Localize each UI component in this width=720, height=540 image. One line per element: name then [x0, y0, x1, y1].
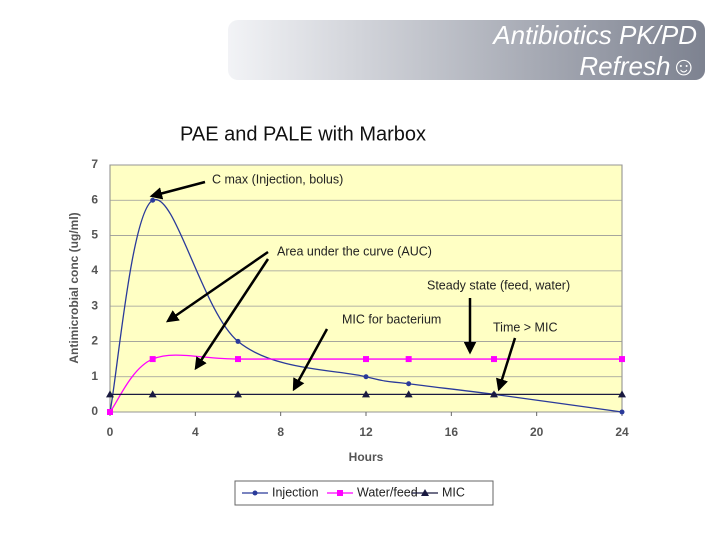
point [491, 356, 497, 363]
point [150, 197, 156, 203]
x-tick-label: 0 [107, 425, 114, 439]
point [235, 356, 241, 363]
chart-title: PAE and PALE with Marbox [180, 123, 426, 145]
plot-area [109, 164, 623, 413]
x-tick-label: 20 [530, 425, 544, 439]
point [405, 356, 412, 363]
y-tick-label: 5 [91, 228, 98, 242]
arrow [496, 337, 517, 392]
y-tick-label: 0 [91, 404, 98, 418]
slide-title: Refresh☺ [579, 51, 697, 81]
point [618, 390, 626, 398]
legend-label: Injection [272, 485, 319, 499]
point [490, 390, 498, 398]
point [107, 409, 113, 415]
point [619, 356, 625, 363]
x-tick-label: 8 [277, 425, 284, 439]
arrow [165, 250, 269, 323]
point [149, 356, 156, 363]
legend-marker [337, 490, 343, 496]
point [106, 390, 114, 398]
arrow [194, 258, 270, 371]
annotation: MIC for bacterium [342, 312, 441, 326]
arrow [149, 180, 206, 200]
annotation: Area under the curve (AUC) [277, 244, 432, 258]
title-banner [228, 20, 705, 80]
point [363, 356, 369, 363]
x-axis-label: Hours [349, 450, 384, 464]
legend [234, 480, 494, 506]
point [148, 390, 157, 398]
y-tick-label: 3 [91, 298, 98, 312]
point [404, 390, 413, 398]
x-tick-label: 16 [445, 425, 459, 439]
legend-label: Water/feed [357, 485, 418, 499]
y-tick-label: 4 [91, 263, 98, 277]
point [406, 381, 412, 387]
point [362, 390, 370, 398]
y-tick-label: 6 [91, 192, 98, 206]
annotation: Steady state (feed, water) [427, 278, 570, 292]
arrow [292, 328, 329, 392]
annotation: C max (Injection, bolus) [212, 172, 343, 186]
x-tick-label: 12 [359, 425, 373, 439]
legend-marker [421, 489, 429, 496]
legend-label: MIC [442, 485, 465, 499]
y-tick-label: 2 [91, 334, 98, 348]
slide-title: Antibiotics PK/PD [491, 20, 697, 50]
legend-marker [252, 490, 258, 496]
annotation: Time > MIC [493, 320, 557, 334]
point [363, 374, 369, 380]
point [619, 409, 625, 415]
y-axis-label: Antimicrobial conc (ug/ml) [67, 212, 81, 363]
x-tick-label: 24 [615, 425, 629, 439]
point [235, 338, 241, 344]
x-tick-label: 4 [192, 425, 199, 439]
y-tick-label: 7 [91, 157, 98, 171]
y-tick-label: 1 [91, 369, 98, 383]
point [234, 390, 242, 398]
